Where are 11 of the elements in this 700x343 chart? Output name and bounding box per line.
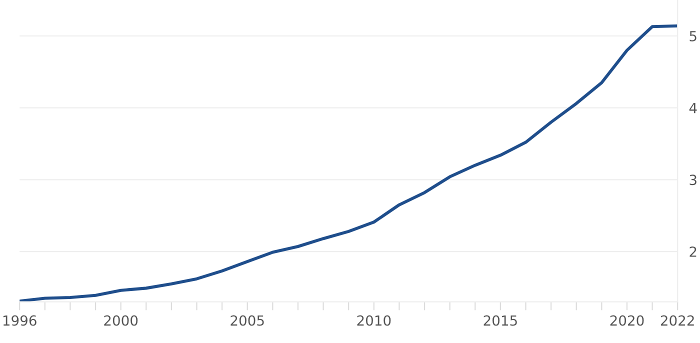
x-tick-label: 2010	[357, 315, 391, 326]
x-tick-label: 1996	[3, 315, 36, 326]
x-tick-label: 2020	[610, 315, 644, 326]
x-tick-label: 2000	[104, 315, 138, 326]
y-tick-label: 4	[689, 102, 697, 114]
y-tick-label: 5	[690, 31, 696, 42]
x-tick-label: 2005	[230, 315, 264, 326]
x-tick-label: 2015	[484, 315, 517, 326]
y-tick-label: 3	[690, 174, 696, 186]
x-tick-label: 2022	[660, 315, 694, 326]
y-tick-label: 2	[690, 246, 696, 257]
